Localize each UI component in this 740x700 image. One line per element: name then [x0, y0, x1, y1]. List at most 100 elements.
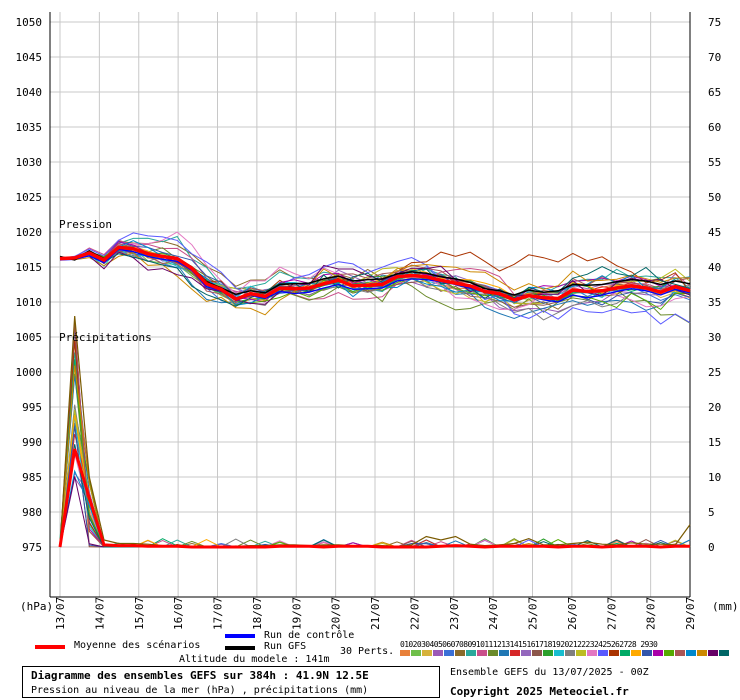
right-tick-label: 45 — [708, 226, 721, 239]
control-pressure-line — [59, 248, 691, 303]
left-tick-label: 1025 — [16, 191, 43, 204]
pert-swatch — [675, 650, 685, 656]
left-tick-label: 1010 — [16, 296, 43, 309]
copyright: Copyright 2025 Meteociel.fr — [450, 685, 629, 698]
left-tick-label: 1035 — [16, 121, 43, 134]
pert-swatch — [653, 650, 663, 656]
pert-swatch — [697, 650, 707, 656]
left-tick-label: 985 — [22, 471, 42, 484]
right-tick-label: 40 — [708, 261, 721, 274]
date-tick-label: 24/07 — [487, 597, 500, 630]
pert-swatch — [433, 650, 443, 656]
left-tick-label: 1040 — [16, 86, 43, 99]
legend-gfs-label: Run GFS — [264, 641, 307, 652]
left-tick-label: 995 — [22, 401, 42, 414]
date-tick-label: 29/07 — [684, 597, 697, 630]
date-tick-label: 28/07 — [645, 597, 658, 630]
pert-pressure-line — [59, 232, 691, 325]
date-tick-label: 15/07 — [133, 597, 146, 630]
title-box: Diagramme des ensembles GEFS sur 384h : … — [22, 666, 440, 698]
pert-swatch — [543, 650, 553, 656]
right-tick-label: 20 — [708, 401, 721, 414]
legend-pert-label: 30 Perts. — [340, 646, 395, 657]
right-axis-label: (mm) — [712, 600, 739, 613]
left-tick-label: 980 — [22, 506, 42, 519]
mean-precip-line — [58, 448, 690, 549]
date-tick-label: 20/07 — [330, 597, 343, 630]
date-tick-label: 17/07 — [212, 597, 225, 630]
axes — [49, 12, 691, 598]
right-tick-label: 30 — [708, 331, 721, 344]
date-tick-label: 18/07 — [251, 597, 264, 630]
pressure-panel-label: Pression — [59, 218, 112, 231]
right-tick-label: 10 — [708, 471, 721, 484]
pert-swatch — [411, 650, 421, 656]
pert-swatch — [620, 650, 630, 656]
right-tick-label: 65 — [708, 86, 721, 99]
pert-swatch — [455, 650, 465, 656]
pert-swatch — [686, 650, 696, 656]
pert-pressure-line — [59, 244, 691, 324]
chart-title: Diagramme des ensembles GEFS sur 384h : … — [31, 669, 369, 682]
legend-control-label: Run de contrôle — [264, 630, 355, 641]
legend-control-swatch — [225, 634, 255, 638]
right-tick-label: 5 — [708, 506, 715, 519]
left-tick-label: 1000 — [16, 366, 43, 379]
right-tick-label: 70 — [708, 51, 721, 64]
right-tick-label: 0 — [708, 541, 715, 554]
pert-swatch — [422, 650, 432, 656]
pert-numbers: 0102030405060708091011121314151617181920… — [400, 640, 658, 649]
pert-swatch — [510, 650, 520, 656]
left-tick-label: 1045 — [16, 51, 43, 64]
date-tick-label: 19/07 — [290, 597, 303, 630]
pert-pressure-line — [59, 252, 691, 316]
date-tick-label: 23/07 — [448, 597, 461, 630]
right-tick-label: 15 — [708, 436, 721, 449]
pert-swatch — [400, 650, 410, 656]
pert-swatch — [708, 650, 718, 656]
right-tick-label: 35 — [708, 296, 721, 309]
legend-mean-swatch — [35, 645, 65, 649]
pert-swatch — [598, 650, 608, 656]
pert-pressure-line — [59, 251, 691, 307]
chart-subtitle: Pression au niveau de la mer (hPa) , pré… — [31, 685, 369, 696]
pert-swatch — [664, 650, 674, 656]
pert-swatch — [565, 650, 575, 656]
left-tick-label: 1030 — [16, 156, 43, 169]
legend-mean-label: Moyenne des scénarios — [74, 640, 201, 651]
date-tick-label: 16/07 — [172, 597, 185, 630]
left-axis-label: (hPa) — [20, 600, 53, 613]
altitude-text: Altitude du modele : 141m — [179, 654, 330, 665]
pert-swatch — [488, 650, 498, 656]
pert-swatch — [609, 650, 619, 656]
pert-swatch — [554, 650, 564, 656]
mean-pressure-line — [59, 245, 691, 302]
pert-swatch — [532, 650, 542, 656]
left-tick-label: 1005 — [16, 331, 43, 344]
date-tick-label: 22/07 — [408, 597, 421, 630]
left-tick-label: 1015 — [16, 261, 43, 274]
legend-gfs-swatch — [225, 646, 255, 650]
pert-swatch — [587, 650, 597, 656]
right-tick-label: 55 — [708, 156, 721, 169]
left-tick-label: 1020 — [16, 226, 43, 239]
pert-swatch — [719, 650, 729, 656]
right-tick-label: 50 — [708, 191, 721, 204]
pert-swatch — [631, 650, 641, 656]
date-tick-label: 27/07 — [605, 597, 618, 630]
left-tick-label: 990 — [22, 436, 42, 449]
right-tick-label: 75 — [708, 16, 721, 29]
date-tick-label: 26/07 — [566, 597, 579, 630]
date-tick-label: 25/07 — [527, 597, 540, 630]
grid — [50, 12, 691, 597]
pert-swatch — [444, 650, 454, 656]
left-tick-label: 975 — [22, 541, 42, 554]
run-info: Ensemble GEFS du 13/07/2025 - 00Z — [450, 667, 649, 678]
main-series — [58, 245, 691, 549]
right-tick-label: 60 — [708, 121, 721, 134]
pert-swatch — [477, 650, 487, 656]
pert-swatch — [466, 650, 476, 656]
date-tick-label: 14/07 — [93, 597, 106, 630]
pert-swatch — [521, 650, 531, 656]
